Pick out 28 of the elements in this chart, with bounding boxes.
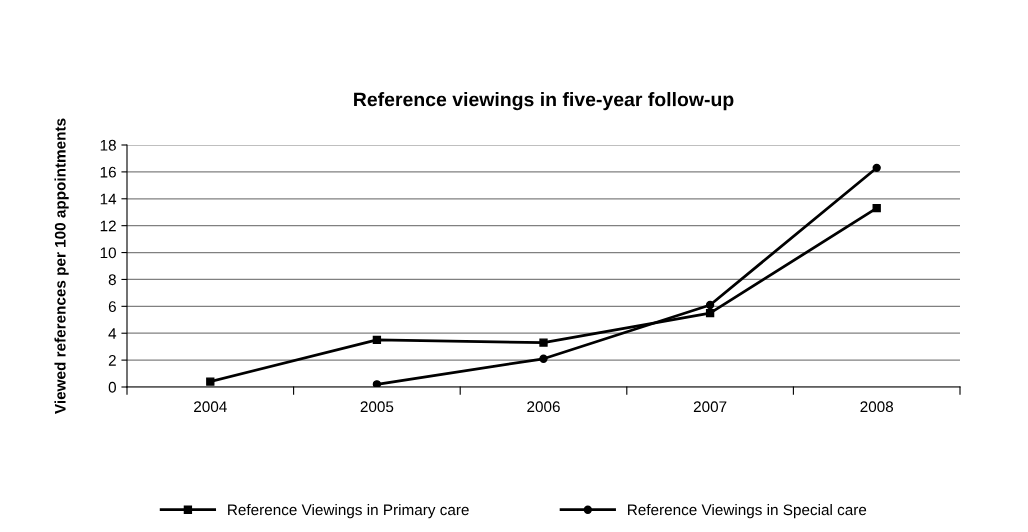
point (372, 335, 382, 345)
point (705, 300, 715, 310)
point (872, 163, 881, 173)
chart-title: Reference viewings in five-year follow-up (354, 92, 734, 111)
y-tick-label: 0 (108, 381, 116, 393)
y-tick-label: 18 (100, 139, 116, 151)
point (539, 338, 548, 347)
y-tick-label: 10 (100, 247, 116, 259)
y-tick-label: 12 (100, 220, 116, 232)
y-tick-label: 4 (108, 328, 117, 339)
x-tick-label: 2004 (194, 401, 227, 413)
point (206, 377, 215, 386)
legend-label: Reference Viewings in Special care (628, 504, 867, 519)
point (539, 354, 548, 363)
x-tick-label: 2006 (527, 401, 560, 413)
y-tick-label: 16 (100, 166, 116, 178)
y-tick-label: 8 (108, 274, 116, 286)
point (872, 204, 881, 213)
y-axis-title: Viewed references per 100 appointments (54, 118, 69, 414)
x-tick-label: 2007 (693, 401, 727, 413)
y-tick-label: 6 (108, 301, 116, 313)
point (372, 380, 382, 387)
point (705, 308, 715, 318)
y-tick-label: 2 (108, 354, 116, 366)
y-tick-label: 14 (100, 193, 117, 205)
x-tick-label: 2008 (860, 401, 894, 413)
legend-label: Reference Viewings in Primary care (228, 504, 469, 519)
x-tick-label: 2005 (360, 401, 394, 413)
